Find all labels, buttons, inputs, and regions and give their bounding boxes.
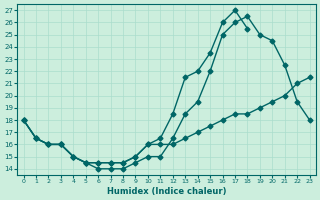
X-axis label: Humidex (Indice chaleur): Humidex (Indice chaleur) [107, 187, 226, 196]
